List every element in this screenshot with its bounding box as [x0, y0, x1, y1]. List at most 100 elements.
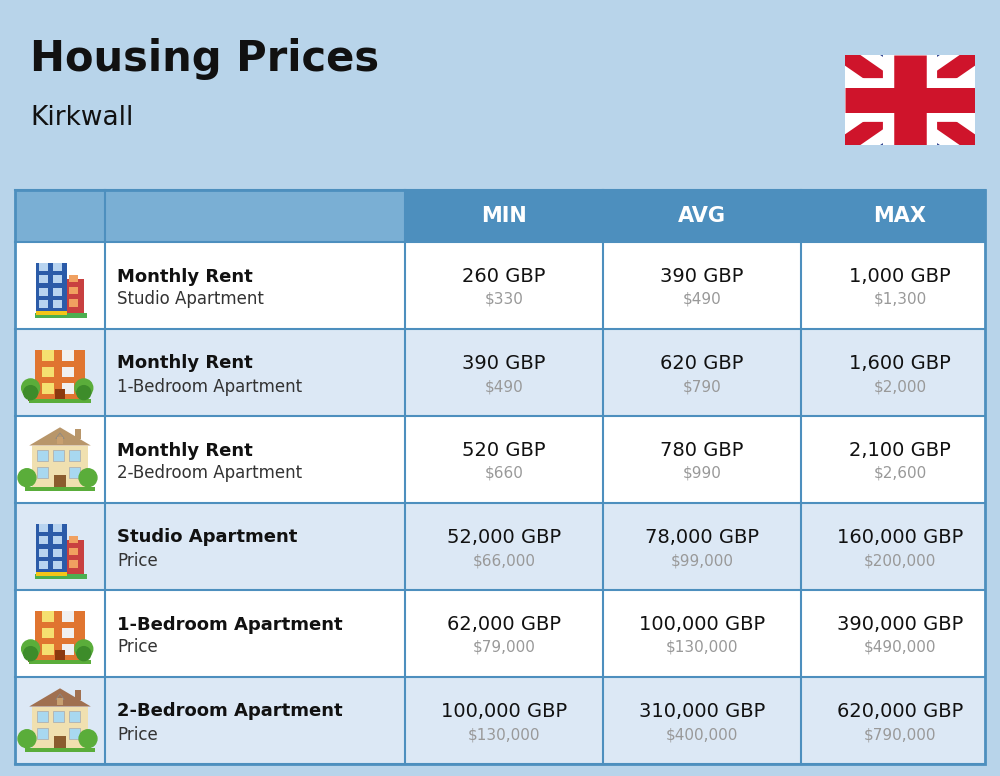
Text: $490,000: $490,000 [864, 640, 936, 655]
FancyBboxPatch shape [69, 300, 78, 307]
FancyBboxPatch shape [57, 437, 63, 444]
Text: 1-Bedroom Apartment: 1-Bedroom Apartment [117, 615, 343, 633]
FancyBboxPatch shape [39, 536, 48, 544]
FancyBboxPatch shape [69, 548, 78, 556]
FancyBboxPatch shape [42, 351, 54, 361]
Text: 1,600 GBP: 1,600 GBP [849, 354, 951, 373]
Text: AVG: AVG [678, 206, 726, 226]
FancyBboxPatch shape [845, 55, 975, 145]
FancyBboxPatch shape [39, 288, 48, 296]
Text: 390 GBP: 390 GBP [660, 267, 744, 286]
FancyBboxPatch shape [35, 350, 85, 400]
Text: $66,000: $66,000 [473, 553, 536, 568]
Text: 260 GBP: 260 GBP [462, 267, 546, 286]
FancyBboxPatch shape [39, 263, 48, 271]
Text: $660: $660 [485, 466, 523, 481]
FancyBboxPatch shape [67, 539, 84, 576]
FancyBboxPatch shape [62, 366, 74, 377]
Text: Kirkwall: Kirkwall [30, 105, 133, 131]
FancyBboxPatch shape [25, 748, 95, 752]
Text: MIN: MIN [481, 206, 527, 226]
FancyBboxPatch shape [69, 287, 78, 294]
FancyBboxPatch shape [53, 263, 62, 271]
FancyBboxPatch shape [36, 572, 67, 576]
FancyBboxPatch shape [62, 611, 74, 622]
FancyBboxPatch shape [29, 399, 91, 403]
Text: 62,000 GBP: 62,000 GBP [447, 615, 561, 634]
FancyBboxPatch shape [39, 561, 48, 569]
Text: 520 GBP: 520 GBP [462, 441, 546, 460]
FancyBboxPatch shape [53, 300, 62, 308]
FancyBboxPatch shape [54, 736, 66, 750]
FancyBboxPatch shape [53, 549, 62, 556]
FancyBboxPatch shape [15, 503, 985, 590]
FancyBboxPatch shape [53, 536, 62, 544]
Text: 2-Bedroom Apartment: 2-Bedroom Apartment [117, 702, 343, 720]
FancyBboxPatch shape [36, 263, 67, 315]
FancyBboxPatch shape [62, 628, 74, 638]
FancyBboxPatch shape [62, 644, 74, 654]
FancyBboxPatch shape [28, 390, 33, 400]
FancyBboxPatch shape [54, 475, 66, 489]
FancyBboxPatch shape [35, 573, 87, 579]
FancyBboxPatch shape [69, 467, 80, 478]
Text: Price: Price [117, 726, 158, 743]
Text: $2,000: $2,000 [873, 379, 927, 394]
Text: Monthly Rent: Monthly Rent [117, 268, 253, 286]
Text: 100,000 GBP: 100,000 GBP [639, 615, 765, 634]
Text: Studio Apartment: Studio Apartment [117, 290, 264, 309]
Text: Housing Prices: Housing Prices [30, 38, 379, 80]
Circle shape [79, 729, 97, 747]
FancyBboxPatch shape [36, 310, 67, 315]
FancyBboxPatch shape [15, 190, 985, 242]
FancyBboxPatch shape [53, 450, 64, 461]
FancyBboxPatch shape [39, 300, 48, 308]
FancyBboxPatch shape [35, 611, 85, 661]
FancyBboxPatch shape [15, 677, 985, 764]
FancyBboxPatch shape [32, 706, 88, 750]
FancyBboxPatch shape [28, 652, 33, 661]
Circle shape [24, 646, 38, 660]
Text: $200,000: $200,000 [864, 553, 936, 568]
FancyBboxPatch shape [82, 390, 86, 400]
Text: $2,600: $2,600 [873, 466, 927, 481]
FancyBboxPatch shape [69, 560, 78, 567]
Circle shape [77, 386, 91, 400]
Text: $490: $490 [485, 379, 523, 394]
Polygon shape [56, 433, 64, 438]
FancyBboxPatch shape [42, 611, 54, 622]
FancyBboxPatch shape [25, 487, 95, 491]
FancyBboxPatch shape [15, 190, 105, 242]
FancyBboxPatch shape [69, 275, 78, 282]
FancyBboxPatch shape [53, 275, 62, 283]
Text: Price: Price [117, 639, 158, 656]
Text: 390 GBP: 390 GBP [462, 354, 546, 373]
FancyBboxPatch shape [32, 445, 88, 489]
Text: Studio Apartment: Studio Apartment [117, 528, 297, 546]
Text: Monthly Rent: Monthly Rent [117, 355, 253, 372]
FancyBboxPatch shape [15, 590, 985, 677]
FancyBboxPatch shape [55, 650, 65, 661]
FancyBboxPatch shape [55, 389, 65, 400]
Circle shape [79, 469, 97, 487]
FancyBboxPatch shape [42, 644, 54, 654]
Text: $400,000: $400,000 [666, 727, 738, 742]
Polygon shape [56, 694, 64, 699]
Text: $490: $490 [683, 292, 721, 307]
FancyBboxPatch shape [69, 712, 80, 722]
FancyBboxPatch shape [105, 190, 405, 242]
FancyBboxPatch shape [67, 279, 84, 315]
Text: $79,000: $79,000 [473, 640, 535, 655]
Text: $130,000: $130,000 [468, 727, 540, 742]
Polygon shape [29, 428, 91, 445]
FancyBboxPatch shape [53, 561, 62, 569]
Text: 390,000 GBP: 390,000 GBP [837, 615, 963, 634]
FancyBboxPatch shape [42, 628, 54, 638]
FancyBboxPatch shape [57, 698, 63, 705]
Circle shape [75, 379, 93, 397]
Text: Monthly Rent: Monthly Rent [117, 442, 253, 459]
FancyBboxPatch shape [36, 524, 67, 576]
FancyBboxPatch shape [69, 536, 78, 543]
FancyBboxPatch shape [62, 351, 74, 361]
FancyBboxPatch shape [37, 728, 48, 739]
